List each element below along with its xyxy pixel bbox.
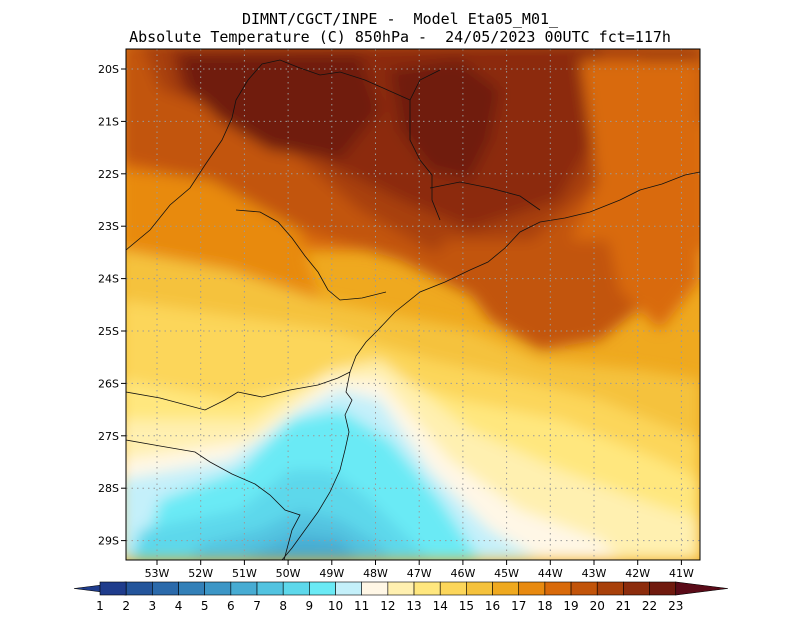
colorbar-label: 3 [149,599,157,613]
chart-title-line-2: Absolute Temperature (C) 850hPa - 24/05/… [129,28,671,46]
colorbar-label: 20 [590,599,605,613]
colorbar-label: 22 [642,599,657,613]
lat-tick-label: 21S [98,115,119,128]
lon-tick-label: 44W [538,567,563,580]
colorbar-label: 10 [328,599,343,613]
map-frame [125,48,701,561]
chart-title-line-1: DIMNT/CGCT/INPE - Model Eta05_M01_ [241,10,559,28]
colorbar-swatch [518,581,546,596]
colorbar-swatch [492,581,520,596]
colorbar-swatch [256,581,284,596]
lon-tick-label: 42W [625,567,650,580]
colorbar-label: 5 [201,599,209,613]
colorbar-label: 13 [406,599,421,613]
colorbar-swatch [204,581,232,596]
lon-tick-label: 52W [188,567,213,580]
lat-tick-label: 25S [98,325,119,338]
colorbar-swatch [282,581,310,596]
colorbar-label: 8 [279,599,287,613]
lat-tick-label: 26S [98,377,119,390]
colorbar-label: 2 [122,599,130,613]
colorbar-label: 21 [616,599,631,613]
lat-tick-label: 23S [98,220,119,233]
colorbar-swatch [178,581,205,596]
colorbar-label: 6 [227,599,235,613]
lon-tick-label: 49W [319,567,344,580]
colorbar-swatch [466,581,493,596]
colorbar-label: 7 [253,599,261,613]
colorbar: 1 2 3 4 5 6 7 8 9 10 11 12 13 14 15 16 17 18 19 20 21 22 23 [73,581,728,613]
colorbar-swatch [125,581,153,596]
colorbar-label: 17 [511,599,526,613]
colorbar-label: 16 [485,599,500,613]
colorbar-swatch [596,581,624,596]
lat-tick-label: 28S [98,482,119,495]
colorbar-swatch [335,581,362,596]
lon-tick-label: 46W [450,567,475,580]
colorbar-swatch [544,581,572,596]
lon-tick-label: 53W [145,567,170,580]
lon-tick-label: 47W [407,567,432,580]
lat-tick-label: 27S [98,430,119,443]
colorbar-swatch [649,581,677,596]
colorbar-swatch [230,581,258,596]
colorbar-swatch [387,581,415,596]
colorbar-label: 9 [306,599,314,613]
lat-tick-label: 22S [98,168,119,181]
temperature-field [126,49,700,560]
lon-tick-label: 43W [582,567,607,580]
colorbar-swatch [361,581,389,596]
lon-tick-label: 50W [276,567,301,580]
lon-tick-label: 41W [669,567,694,580]
lon-tick-label: 45W [494,567,519,580]
colorbar-label: 1 [96,599,104,613]
lat-tick-label: 20S [98,63,119,76]
coastline [125,59,701,561]
colorbar-label: 18 [537,599,552,613]
colorbar-label: 11 [354,599,369,613]
colorbar-swatch [99,581,127,596]
colorbar-label: 23 [668,599,683,613]
graticule: 53W 52W 51W 50W 49W 48W 47W 46W 45W 44W 43W 42W 41W 2… [98,49,700,580]
colorbar-swatch [675,581,728,596]
lat-tick-label: 29S [98,535,119,548]
colorbar-swatch [570,581,598,596]
colorbar-swatch [152,581,179,596]
colorbar-label: 19 [563,599,578,613]
colorbar-swatch [309,581,336,596]
colorbar-label: 15 [459,599,474,613]
lat-tick-label: 24S [98,273,119,286]
lon-tick-label: 51W [232,567,257,580]
colorbar-label: 4 [175,599,183,613]
colorbar-swatch [413,581,441,596]
lon-tick-label: 48W [363,567,388,580]
colorbar-label: 12 [380,599,395,613]
colorbar-swatch [439,581,467,596]
colorbar-swatch [623,581,650,596]
colorbar-label: 14 [433,599,448,613]
